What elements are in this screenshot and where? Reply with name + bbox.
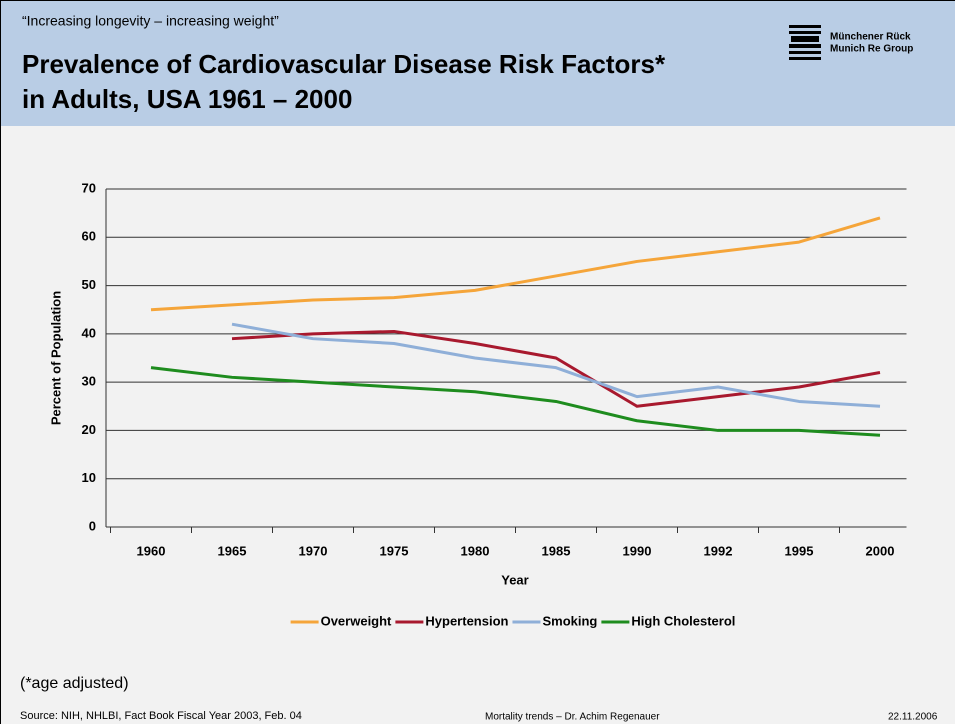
footer-author: Mortality trends – Dr. Achim Regenauer xyxy=(485,712,660,723)
y-tick-label: 0 xyxy=(89,518,96,533)
x-tick-label: 2000 xyxy=(866,543,895,558)
legend-label: Smoking xyxy=(542,613,597,628)
legend-label: Overweight xyxy=(321,613,392,628)
x-tick-label: 1992 xyxy=(704,543,733,558)
series-line xyxy=(150,366,881,437)
y-tick-label: 70 xyxy=(82,180,96,195)
logo-stripe xyxy=(789,31,821,34)
y-tick-label: 50 xyxy=(82,277,96,292)
series-line xyxy=(231,322,881,408)
x-tick-label: 1985 xyxy=(542,543,571,558)
x-tick-label: 1970 xyxy=(299,543,328,558)
series-line xyxy=(150,216,881,312)
source: Source: NIH, NHLBI, Fact Book Fiscal Yea… xyxy=(20,710,302,722)
quote: “Increasing longevity – increasing weigh… xyxy=(22,13,279,29)
logo: Münchener Rück Munich Re Group xyxy=(789,25,913,60)
y-tick-label: 40 xyxy=(82,325,96,340)
title-line: Prevalence of Cardiovascular Disease Ris… xyxy=(22,49,666,79)
legend-label: Hypertension xyxy=(425,613,508,628)
footnote: (*age adjusted) xyxy=(20,675,129,692)
logo-stripe xyxy=(789,25,821,28)
x-tick-label: 1990 xyxy=(623,543,652,558)
x-tick-label: 1965 xyxy=(218,543,247,558)
logo-stripe xyxy=(789,57,821,60)
y-tick-label: 60 xyxy=(82,229,96,244)
y-axis-label: Percent of Population xyxy=(48,291,63,425)
x-tick-label: 1975 xyxy=(380,543,409,558)
x-tick-label: 1960 xyxy=(137,543,166,558)
y-tick-label: 30 xyxy=(82,374,96,389)
legend-label: High Cholesterol xyxy=(631,613,735,628)
series-line xyxy=(231,329,881,408)
logo-stripe xyxy=(791,36,819,42)
x-axis-label: Year xyxy=(501,572,528,587)
title-line: in Adults, USA 1961 – 2000 xyxy=(22,84,352,114)
logo-text: Munich Re Group xyxy=(830,44,913,55)
logo-text: Münchener Rück xyxy=(830,32,911,43)
logo-stripe xyxy=(789,44,821,48)
x-tick-label: 1995 xyxy=(785,543,814,558)
footer-date: 22.11.2006 xyxy=(888,712,938,723)
y-tick-label: 10 xyxy=(82,470,96,485)
x-tick-label: 1980 xyxy=(461,543,490,558)
logo-stripe xyxy=(789,51,821,54)
header-band xyxy=(0,0,955,126)
y-tick-label: 20 xyxy=(82,422,96,437)
